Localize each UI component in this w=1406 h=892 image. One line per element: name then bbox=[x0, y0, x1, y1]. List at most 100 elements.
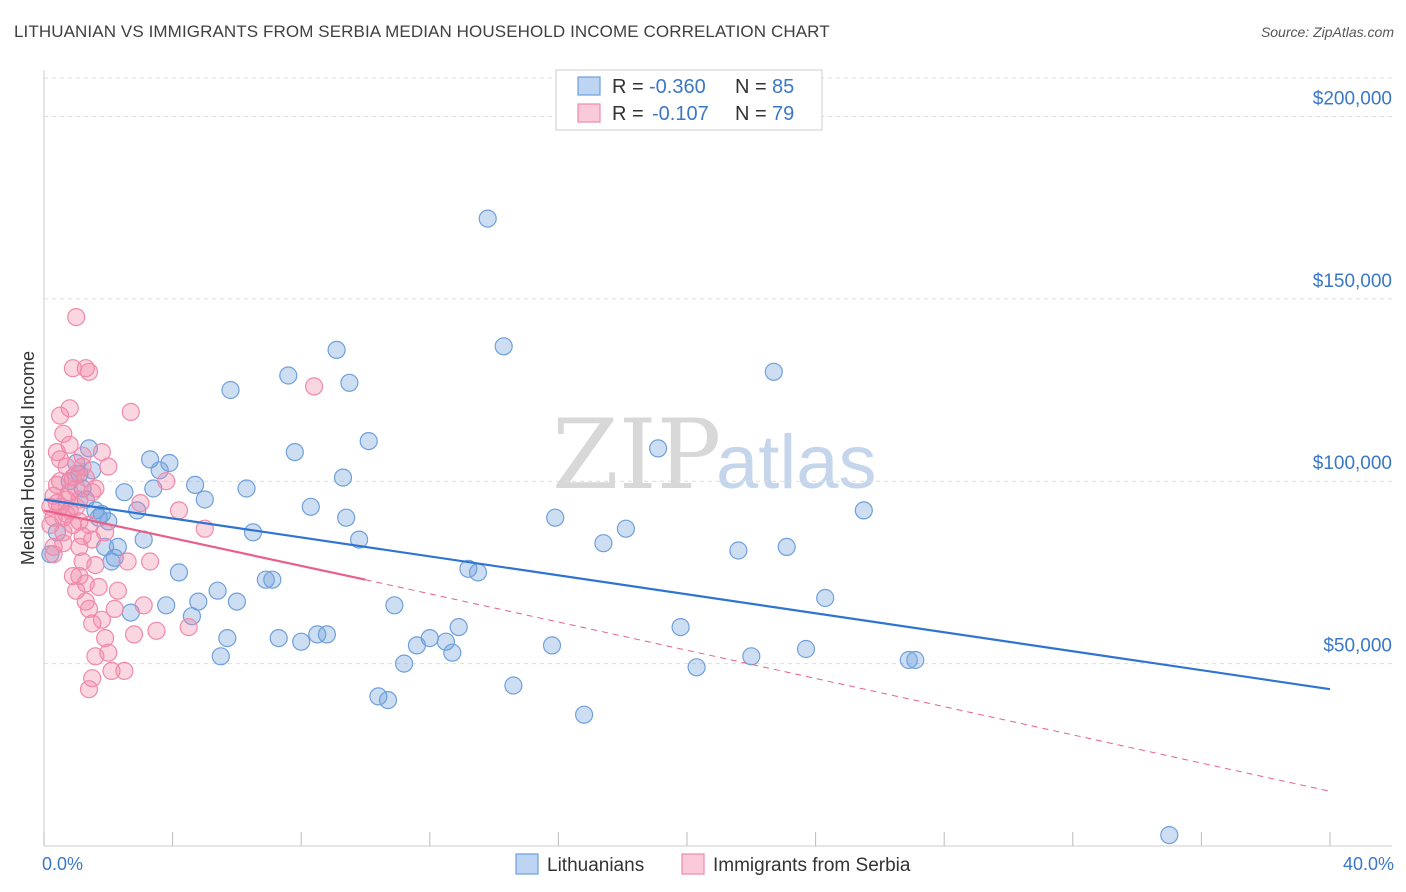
point-lithuanians bbox=[436, 632, 455, 651]
point-lithuanians bbox=[108, 537, 128, 557]
point-serbia bbox=[141, 552, 160, 571]
point-serbia bbox=[134, 596, 153, 615]
point-lithuanians bbox=[333, 468, 353, 487]
point-lithuanians bbox=[459, 559, 478, 578]
point-lithuanians bbox=[350, 530, 369, 549]
point-lithuanians bbox=[208, 581, 227, 600]
point-serbia bbox=[179, 617, 198, 637]
point-lithuanians bbox=[256, 570, 275, 589]
y-tick-label: $50,000 bbox=[1323, 636, 1392, 657]
series-legend: Lithuanians Immigrants from Serbia bbox=[515, 853, 911, 876]
point-lithuanians bbox=[169, 563, 189, 582]
point-lithuanians bbox=[337, 508, 356, 527]
point-lithuanians bbox=[157, 596, 176, 615]
point-lithuanians bbox=[687, 658, 706, 677]
gridlines bbox=[44, 77, 1392, 665]
point-lithuanians bbox=[385, 596, 404, 615]
source-label: Source: ZipAtlas.com bbox=[1260, 24, 1394, 40]
point-serbia bbox=[79, 599, 99, 619]
point-lithuanians bbox=[308, 625, 327, 644]
point-serbia bbox=[102, 661, 121, 681]
point-lithuanians bbox=[317, 625, 336, 644]
point-lithuanians bbox=[616, 519, 636, 538]
point-lithuanians bbox=[237, 479, 256, 498]
point-serbia bbox=[57, 457, 76, 476]
point-lithuanians bbox=[269, 628, 288, 648]
point-lithuanians bbox=[285, 443, 304, 462]
point-lithuanians bbox=[211, 647, 230, 666]
point-serbia bbox=[118, 552, 137, 571]
legend-n-value-1: 85 bbox=[772, 76, 794, 98]
point-lithuanians bbox=[221, 380, 240, 400]
point-lithuanians bbox=[279, 366, 298, 385]
point-lithuanians bbox=[468, 563, 488, 582]
point-lithuanians bbox=[542, 636, 562, 655]
point-lithuanians bbox=[301, 497, 320, 516]
point-serbia bbox=[54, 424, 73, 443]
point-lithuanians bbox=[816, 588, 835, 608]
point-serbia bbox=[60, 399, 79, 418]
series-lithuanians bbox=[41, 209, 1179, 845]
point-serbia bbox=[115, 661, 134, 681]
point-serbia bbox=[305, 377, 324, 396]
point-serbia bbox=[50, 406, 70, 425]
point-serbia bbox=[86, 555, 105, 575]
point-serbia bbox=[67, 464, 86, 483]
point-lithuanians bbox=[243, 523, 263, 542]
y-axis-title: Median Household Income bbox=[18, 351, 38, 565]
trendline-lithuanians bbox=[43, 498, 1331, 691]
point-serbia bbox=[92, 610, 112, 629]
point-serbia bbox=[95, 523, 115, 542]
point-lithuanians bbox=[263, 570, 282, 589]
watermark-zip-text: ZIP bbox=[552, 399, 721, 511]
x-ticks bbox=[43, 832, 1331, 846]
point-lithuanians bbox=[777, 537, 796, 557]
point-serbia bbox=[79, 362, 99, 381]
watermark: ZIP atlas bbox=[552, 399, 877, 511]
point-lithuanians bbox=[160, 453, 179, 473]
point-serbia bbox=[60, 435, 79, 454]
point-serbia bbox=[105, 599, 124, 619]
legend-n-label-2: N = bbox=[735, 103, 767, 125]
bottom-legend-swatch-blue bbox=[515, 853, 539, 875]
point-lithuanians bbox=[796, 639, 816, 659]
stats-legend: R = -0.360 N = 85 R = -0.107 N = 79 bbox=[555, 69, 823, 131]
trendlines bbox=[43, 498, 1331, 792]
point-lithuanians bbox=[443, 643, 462, 662]
y-tick-label: $150,000 bbox=[1313, 271, 1392, 292]
point-lithuanians bbox=[195, 490, 214, 509]
point-serbia bbox=[95, 628, 115, 648]
point-lithuanians bbox=[648, 439, 668, 458]
point-lithuanians bbox=[218, 628, 237, 648]
point-serbia bbox=[131, 494, 150, 513]
point-serbia bbox=[89, 577, 108, 597]
series-serbia bbox=[41, 308, 324, 699]
point-serbia bbox=[99, 643, 118, 662]
point-lithuanians bbox=[327, 340, 346, 359]
point-lithuanians bbox=[899, 650, 918, 670]
bottom-legend-label-lithuanians: Lithuanians bbox=[547, 855, 644, 876]
point-lithuanians bbox=[854, 501, 873, 520]
point-serbia bbox=[86, 479, 105, 498]
point-serbia bbox=[121, 402, 140, 421]
point-serbia bbox=[73, 457, 92, 476]
point-lithuanians bbox=[150, 461, 169, 480]
point-lithuanians bbox=[494, 337, 513, 356]
y-tick-label: $100,000 bbox=[1313, 453, 1392, 474]
y-tick-label: $200,000 bbox=[1313, 88, 1392, 109]
bottom-legend-swatch-pink bbox=[681, 853, 705, 875]
point-serbia bbox=[50, 450, 70, 469]
point-serbia bbox=[73, 446, 92, 465]
legend-swatch-pink bbox=[577, 103, 601, 123]
point-lithuanians bbox=[395, 654, 414, 673]
point-serbia bbox=[44, 545, 63, 564]
bottom-legend-label-serbia: Immigrants from Serbia bbox=[713, 855, 911, 876]
point-lithuanians bbox=[369, 687, 388, 706]
legend-r-label-1: R = bbox=[612, 76, 644, 98]
point-lithuanians bbox=[449, 617, 468, 637]
point-lithuanians bbox=[186, 475, 205, 494]
point-serbia bbox=[83, 614, 102, 633]
point-serbia bbox=[44, 537, 63, 557]
legend-r-value-1: -0.360 bbox=[649, 76, 706, 98]
point-lithuanians bbox=[594, 534, 613, 553]
